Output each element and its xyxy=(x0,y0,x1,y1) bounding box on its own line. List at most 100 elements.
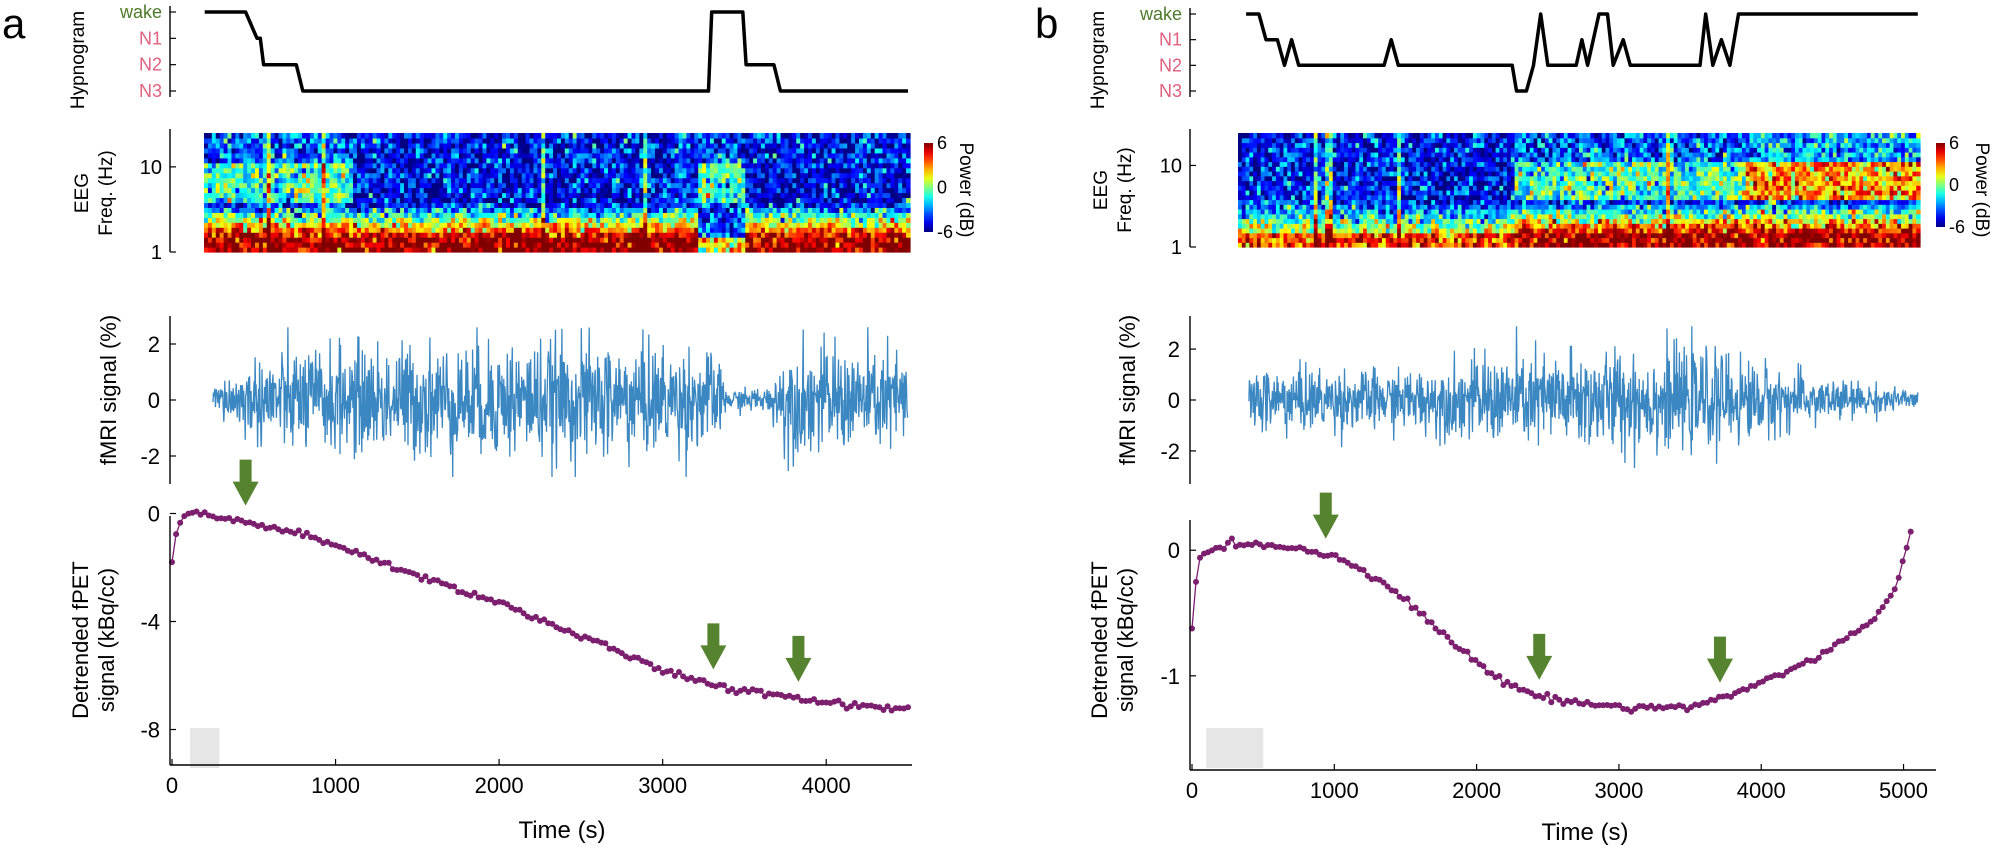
eeg-cell xyxy=(317,172,323,179)
eeg-cell xyxy=(509,152,515,159)
eeg-cell xyxy=(753,232,758,238)
eeg-cell xyxy=(666,242,672,248)
eeg-cell xyxy=(713,207,719,213)
eeg-cell xyxy=(1241,218,1247,224)
eeg-cell xyxy=(451,232,456,238)
eeg-cell xyxy=(694,133,699,139)
eeg-cell xyxy=(368,207,374,213)
eeg-cell xyxy=(796,137,801,144)
eeg-cell xyxy=(243,212,248,218)
eeg-cell xyxy=(741,172,746,179)
eeg-cell xyxy=(706,157,711,164)
eeg-cell xyxy=(1238,175,1243,182)
eeg-cell xyxy=(690,182,695,189)
eeg-cell xyxy=(345,247,350,253)
eeg-cell xyxy=(423,167,429,174)
eeg-cell xyxy=(698,182,703,189)
eeg-cell xyxy=(309,247,315,253)
eeg-cell xyxy=(1294,175,1300,182)
eeg-cell xyxy=(227,172,233,179)
eeg-cell xyxy=(717,212,723,218)
eeg-cell xyxy=(604,217,609,223)
eeg-cell xyxy=(784,237,790,243)
eeg-cell xyxy=(1302,218,1307,224)
eeg-cell xyxy=(447,182,452,189)
eeg-cell xyxy=(1298,223,1304,229)
eeg-cell xyxy=(600,182,605,189)
eeg-cell xyxy=(568,212,574,218)
eeg-cell xyxy=(458,242,464,248)
eeg-cell xyxy=(1253,218,1258,224)
eeg-cell xyxy=(525,172,531,179)
eeg-cell xyxy=(325,247,331,253)
eeg-cell xyxy=(243,232,248,238)
eeg-cell xyxy=(666,147,672,154)
eeg-cell xyxy=(847,133,852,139)
eeg-cell xyxy=(517,142,523,149)
eeg-cell xyxy=(764,222,770,228)
eeg-cell xyxy=(1291,204,1296,210)
eeg-cell xyxy=(537,133,542,139)
eeg-cell xyxy=(235,202,240,208)
eeg-cell xyxy=(894,142,899,149)
eeg-cell xyxy=(815,157,821,164)
eeg-cell xyxy=(1275,237,1281,243)
eeg-cell xyxy=(847,172,852,179)
eeg-cell xyxy=(553,232,558,238)
eeg-cell xyxy=(211,187,217,194)
eeg-cell xyxy=(706,142,711,149)
eeg-cell xyxy=(890,157,895,164)
eeg-cell xyxy=(239,242,244,248)
eeg-cell xyxy=(368,192,374,199)
eeg-cell xyxy=(309,147,315,154)
eeg-cell xyxy=(627,162,633,169)
eeg-cell xyxy=(356,172,362,179)
eeg-cell xyxy=(470,207,476,213)
eeg-cell xyxy=(1291,194,1296,201)
eeg-cell xyxy=(627,157,633,164)
eeg-cell xyxy=(694,137,699,144)
eeg-cell xyxy=(270,152,276,159)
eeg-cell xyxy=(843,142,848,149)
eeg-cell xyxy=(615,172,621,179)
eeg-cell xyxy=(1238,171,1243,177)
eeg-cell xyxy=(760,227,766,233)
eeg-cell xyxy=(855,142,860,149)
eeg-cell xyxy=(635,207,640,213)
eeg-cell xyxy=(772,157,778,164)
eeg-cell xyxy=(455,152,460,159)
eeg-cell xyxy=(800,227,805,233)
eeg-cell xyxy=(729,147,735,154)
eeg-cell xyxy=(760,152,766,159)
eeg-cell xyxy=(631,182,637,189)
eeg-cell xyxy=(576,232,582,238)
eeg-cell xyxy=(1291,185,1296,191)
eeg-cell xyxy=(537,207,542,213)
eeg-cell xyxy=(694,177,699,184)
eeg-cell xyxy=(760,157,766,164)
eeg-cell xyxy=(494,142,499,149)
eeg-cell xyxy=(690,142,695,149)
eeg-cell xyxy=(506,167,511,174)
eeg-cell xyxy=(227,157,233,164)
eeg-cell xyxy=(486,247,491,253)
eeg-cell xyxy=(368,212,374,218)
eeg-cell xyxy=(906,177,911,184)
eeg-cell xyxy=(878,212,884,218)
eeg-cell xyxy=(588,133,593,139)
eeg-cell xyxy=(494,187,499,194)
eeg-cell xyxy=(243,237,248,243)
eeg-cell xyxy=(388,212,393,218)
eeg-cell xyxy=(474,207,480,213)
eeg-cell xyxy=(808,133,813,139)
eeg-cell xyxy=(682,207,688,213)
eeg-cell xyxy=(313,167,319,174)
eeg-cell xyxy=(906,197,911,204)
eeg-cell xyxy=(270,237,276,243)
eeg-cell xyxy=(678,237,684,243)
panel-letter-a: a xyxy=(2,0,26,47)
eeg-cell xyxy=(392,202,397,208)
eeg-cell xyxy=(764,172,770,179)
eeg-cell xyxy=(827,152,833,159)
eeg-cell xyxy=(427,187,433,194)
